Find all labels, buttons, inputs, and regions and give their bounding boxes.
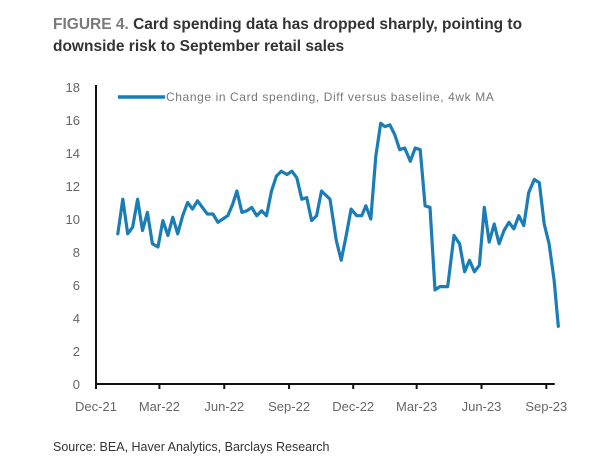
- y-tick-label: 12: [66, 179, 80, 194]
- x-tick-label: Jun-23: [462, 399, 502, 414]
- x-tick-label: Sep-23: [525, 399, 567, 414]
- x-tick-label: Sep-22: [268, 399, 310, 414]
- y-tick-label: 18: [66, 80, 80, 95]
- x-tick-label: Jun-22: [204, 399, 244, 414]
- x-tick-label: Dec-22: [332, 399, 374, 414]
- x-axis: Dec-21 Mar-22 Jun-22 Sep-22 Dec-22 Mar-23 Jun-…: [75, 383, 567, 414]
- y-axis: 0 2 4 6 8 10 12 14 16 18: [66, 80, 97, 392]
- figure-title: FIGURE 4. Card spending data has dropped…: [53, 14, 573, 58]
- y-tick-label: 8: [73, 245, 80, 260]
- x-tick-label: Mar-22: [139, 399, 180, 414]
- source-note: Source: BEA, Haver Analytics, Barclays R…: [53, 440, 330, 454]
- series-layer: [116, 121, 560, 328]
- y-tick-label: 6: [73, 278, 80, 293]
- legend: Change in Card spending, Diff versus bas…: [118, 90, 494, 104]
- x-tick-label: Dec-21: [75, 399, 117, 414]
- series-line: [116, 121, 560, 328]
- y-tick-label: 2: [73, 344, 80, 359]
- y-tick-label: 0: [73, 377, 80, 392]
- y-tick-label: 14: [66, 146, 80, 161]
- legend-label: Change in Card spending, Diff versus bas…: [166, 90, 494, 104]
- figure-title-text: Card spending data has dropped sharply, …: [53, 16, 523, 55]
- y-tick-label: 16: [66, 113, 80, 128]
- y-tick-label: 4: [73, 311, 80, 326]
- y-tick-label: 10: [66, 212, 80, 227]
- x-tick-label: Mar-23: [396, 399, 437, 414]
- figure-label: FIGURE 4.: [53, 16, 129, 33]
